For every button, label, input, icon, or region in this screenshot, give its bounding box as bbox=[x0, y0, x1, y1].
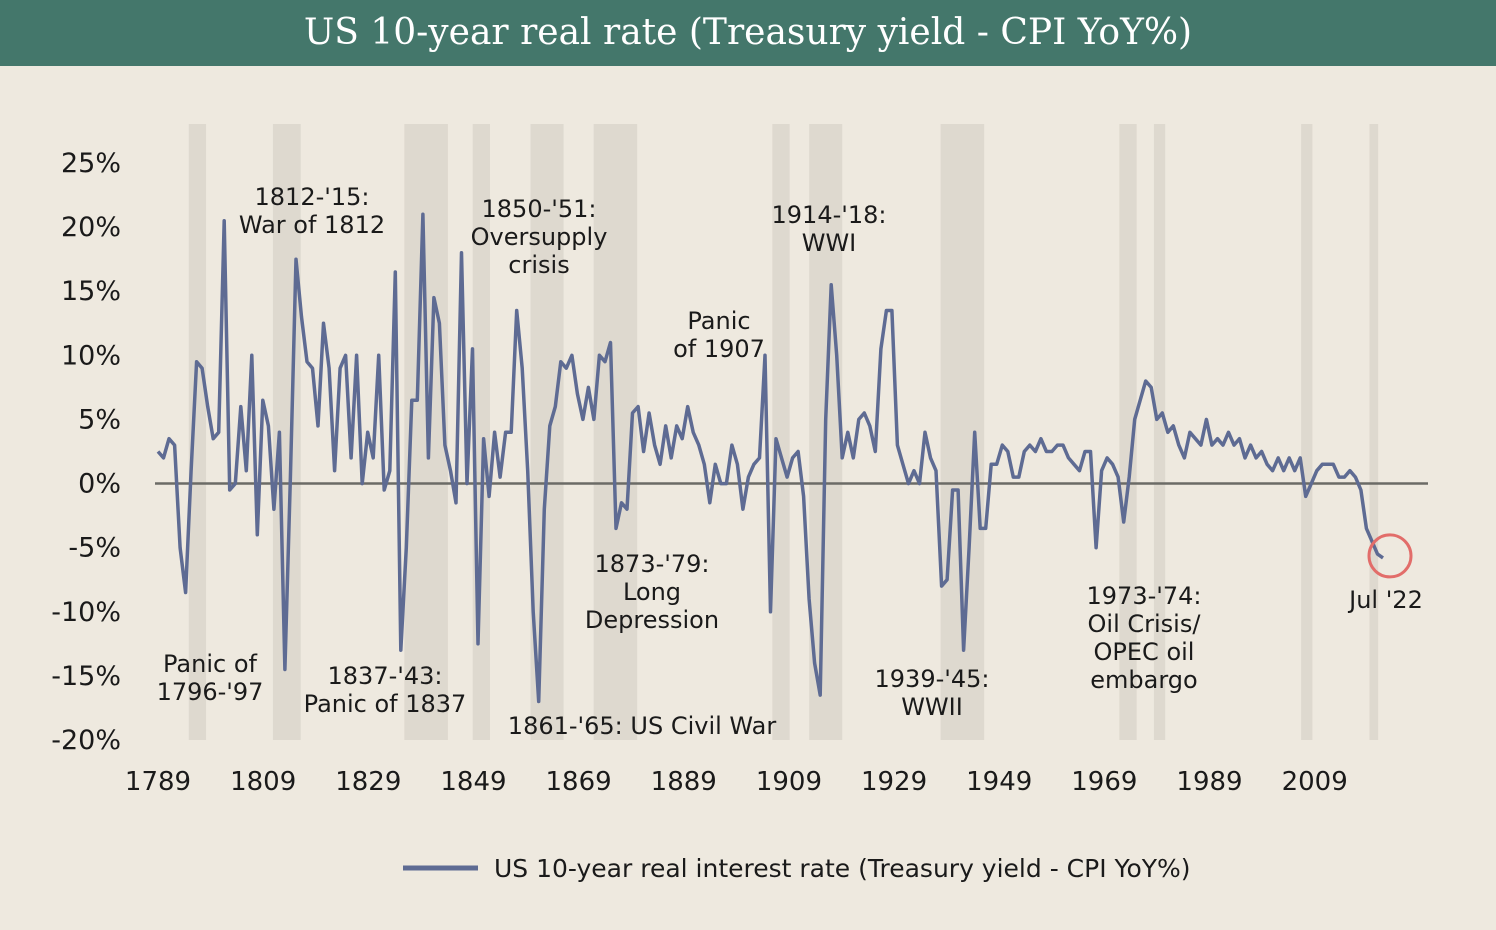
annotation-line: 1973-'74: bbox=[1087, 582, 1202, 610]
annotation-line: WWII bbox=[901, 693, 963, 721]
annotation-line: Panic bbox=[687, 307, 750, 335]
annotation-line: WWI bbox=[802, 229, 857, 257]
annotation-line: 1873-'79: bbox=[595, 550, 710, 578]
annotation-line: Oil Crisis/ bbox=[1088, 610, 1202, 638]
annotation-5: 1873-'79: Long Depression bbox=[585, 550, 719, 634]
chart-title: US 10-year real rate (Treasury yield - C… bbox=[303, 12, 1193, 53]
annotation-line: 1914-'18: bbox=[772, 201, 887, 229]
annotation-0: Panic of 1796-'97 bbox=[157, 650, 264, 706]
y-tick-label: -10% bbox=[51, 597, 121, 628]
annotation-line: Panic of 1837 bbox=[304, 690, 467, 718]
annotation-6: Panic of 1907 bbox=[673, 307, 765, 363]
shaded-band-0 bbox=[1153, 124, 1166, 740]
annotation-line: of 1907 bbox=[673, 335, 765, 363]
x-tick-label: 1949 bbox=[966, 767, 1032, 797]
annotation-8: 1939-'45: WWII bbox=[875, 665, 990, 721]
x-tick-label: 1849 bbox=[440, 767, 506, 797]
annotation-9: 1973-'74: Oil Crisis/OPEC oil embargo bbox=[1087, 582, 1202, 694]
annotation-line: 1861-'65: US Civil War bbox=[508, 712, 777, 740]
shaded-period-6 bbox=[772, 124, 790, 740]
y-tick-label: 5% bbox=[78, 404, 121, 435]
legend-label: US 10-year real interest rate (Treasury … bbox=[494, 854, 1191, 883]
shaded-period-0 bbox=[188, 124, 207, 740]
y-tick-label: 25% bbox=[61, 148, 121, 179]
annotation-line: 1796-'97 bbox=[157, 678, 264, 706]
annotation-3: 1850-'51: Oversupply crisis bbox=[471, 195, 608, 279]
shaded-band-2 bbox=[1369, 124, 1379, 740]
x-tick-label: 1789 bbox=[125, 767, 191, 797]
annotation-line: crisis bbox=[508, 251, 569, 279]
legend: US 10-year real interest rate (Treasury … bbox=[403, 854, 1191, 883]
highlight-label: Jul '22 bbox=[1347, 586, 1423, 614]
x-tick-label: 1809 bbox=[230, 767, 296, 797]
annotation-line: 1939-'45: bbox=[875, 665, 990, 693]
annotation-line: 1850-'51: bbox=[482, 195, 597, 223]
x-tick-label: 1869 bbox=[546, 767, 612, 797]
y-tick-label: -5% bbox=[68, 533, 121, 564]
x-tick-label: 1889 bbox=[651, 767, 717, 797]
annotation-line: Panic of bbox=[163, 650, 257, 678]
x-tick-label: 2009 bbox=[1282, 767, 1348, 797]
x-tick-label: 1909 bbox=[756, 767, 822, 797]
annotation-line: 1837-'43: bbox=[328, 662, 443, 690]
annotation-1: 1812-'15: War of 1812 bbox=[239, 183, 385, 239]
annotation-line: Depression bbox=[585, 606, 719, 634]
x-tick-label: 1929 bbox=[861, 767, 927, 797]
y-tick-label: 10% bbox=[61, 340, 121, 371]
y-tick-label: 20% bbox=[61, 212, 121, 243]
annotation-4: 1861-'65: US Civil War bbox=[508, 712, 777, 740]
annotation-line: 1812-'15: bbox=[255, 183, 370, 211]
annotation-line: Long bbox=[623, 578, 681, 606]
annotation-line: War of 1812 bbox=[239, 211, 385, 239]
annotation-line: OPEC oil bbox=[1094, 638, 1195, 666]
x-tick-label: 1989 bbox=[1176, 767, 1242, 797]
x-axis-ticks: 1789 1809 1829 1849 1869 1889 1909 1929 1949 1969… bbox=[125, 767, 1348, 797]
y-axis-ticks: 25% 20% 15% 10% 5% 0% -5% -10% -15% -20% bbox=[51, 148, 121, 756]
event-annotations: Panic of 1796-'97 1812-'15: War of 1812 1837… bbox=[157, 183, 1202, 740]
annotation-7: 1914-'18: WWI bbox=[772, 201, 887, 257]
y-tick-label: 0% bbox=[78, 469, 121, 500]
annotation-line: embargo bbox=[1090, 666, 1197, 694]
shaded-period-9 bbox=[1119, 124, 1137, 740]
highlight-circle bbox=[1367, 533, 1413, 579]
y-tick-label: -20% bbox=[51, 725, 121, 756]
title-banner: US 10-year real rate (Treasury yield - C… bbox=[0, 0, 1496, 66]
x-tick-label: 1969 bbox=[1071, 767, 1137, 797]
x-tick-label: 1829 bbox=[335, 767, 401, 797]
y-tick-label: 15% bbox=[61, 276, 121, 307]
annotation-line: Oversupply bbox=[471, 223, 608, 251]
y-tick-label: -15% bbox=[51, 661, 121, 692]
series-line-real-rate bbox=[156, 212, 1384, 704]
shaded-band-1 bbox=[1301, 124, 1313, 740]
annotation-2: 1837-'43: Panic of 1837 bbox=[304, 662, 467, 718]
